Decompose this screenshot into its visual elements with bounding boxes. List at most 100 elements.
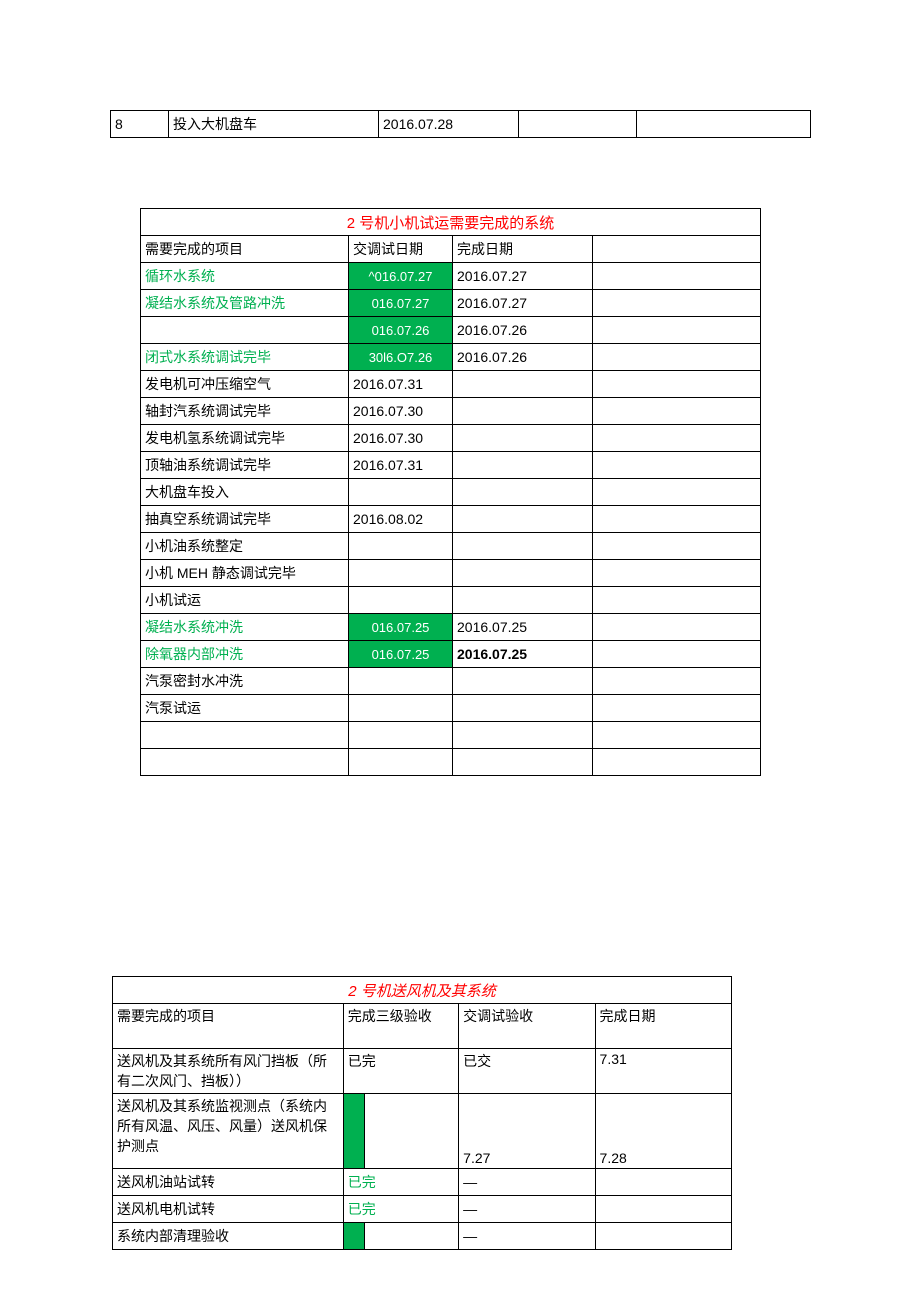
cell-plan-date: 30l6.O7.26 xyxy=(349,344,453,371)
cell-done-date xyxy=(453,479,593,506)
cell-item: 除氧器内部冲洗 xyxy=(141,641,349,668)
cell-done-date xyxy=(453,506,593,533)
cell-empty xyxy=(593,479,761,506)
cell-empty xyxy=(593,344,761,371)
cell-done-date: 2016.07.26 xyxy=(453,344,593,371)
cell-item xyxy=(141,317,349,344)
table-row: 小机油系统整定 xyxy=(141,533,761,560)
cell-done-date xyxy=(453,371,593,398)
cell-done-date xyxy=(453,533,593,560)
table-row: 凝结水系统及管路冲洗016.07.272016.07.27 xyxy=(141,290,761,317)
table-row: 发电机氢系统调试完毕2016.07.30 xyxy=(141,425,761,452)
cell-item: 汽泵密封水冲洗 xyxy=(141,668,349,695)
cell-item: 系统内部清理验收 xyxy=(113,1223,344,1250)
cell-empty xyxy=(593,641,761,668)
cell-accept: — xyxy=(459,1196,595,1223)
table-row: 除氧器内部冲洗016.07.252016.07.25 xyxy=(141,641,761,668)
cell-item: 闭式水系统调试完毕 xyxy=(141,344,349,371)
cell-plan-date: 2016.08.02 xyxy=(349,506,453,533)
cell-done-date xyxy=(595,1223,731,1250)
cell-done-date: 2016.07.25 xyxy=(453,641,593,668)
table-row: 系统内部清理验收 — xyxy=(113,1223,732,1250)
cell-status-block xyxy=(343,1223,364,1250)
table-row: 发电机可冲压缩空气2016.07.31 xyxy=(141,371,761,398)
cell-item: 汽泵试运 xyxy=(141,695,349,722)
cell-accept: — xyxy=(459,1223,595,1250)
cell-item: 小机试运 xyxy=(141,587,349,614)
cell-plan-date: 016.07.25 xyxy=(349,614,453,641)
cell-done-date: 2016.07.27 xyxy=(453,263,593,290)
cell-status xyxy=(364,1094,458,1169)
table-row: 送风机电机试转已完— xyxy=(113,1196,732,1223)
table-row: 汽泵试运 xyxy=(141,695,761,722)
cell-plan-date: 2016.07.30 xyxy=(349,398,453,425)
cell-plan-date: 016.07.26 xyxy=(349,317,453,344)
systems-table: 2 号机小机试运需要完成的系统 需要完成的项目 交调试日期 完成日期 循环水系统… xyxy=(140,208,761,776)
table-row: 汽泵密封水冲洗 xyxy=(141,668,761,695)
cell-done-date xyxy=(453,587,593,614)
table-row: 抽真空系统调试完毕2016.08.02 xyxy=(141,506,761,533)
cell-item xyxy=(141,722,349,749)
col-header: 完成三级验收 xyxy=(343,1004,458,1049)
cell-item: 发电机可冲压缩空气 xyxy=(141,371,349,398)
cell-done-date: 2016.07.25 xyxy=(453,614,593,641)
table-row: 大机盘车投入 xyxy=(141,479,761,506)
cell-plan-date xyxy=(349,668,453,695)
cell-item: 投入大机盘车 xyxy=(169,111,379,138)
cell-item: 小机 MEH 静态调试完毕 xyxy=(141,560,349,587)
cell-accept: 7.27 xyxy=(459,1094,595,1169)
cell-empty xyxy=(593,749,761,776)
cell-plan-date: 016.07.27 xyxy=(349,290,453,317)
cell-item: 大机盘车投入 xyxy=(141,479,349,506)
table-row: 凝结水系统冲洗016.07.252016.07.25 xyxy=(141,614,761,641)
col-header: 需要完成的项目 xyxy=(141,236,349,263)
cell-empty xyxy=(593,317,761,344)
cell-item: 顶轴油系统调试完毕 xyxy=(141,452,349,479)
cell-empty xyxy=(593,506,761,533)
col-header: 交调试验收 xyxy=(459,1004,595,1049)
cell-empty xyxy=(593,722,761,749)
cell-empty xyxy=(593,695,761,722)
cell-plan-date xyxy=(349,722,453,749)
col-header: 需要完成的项目 xyxy=(113,1004,344,1049)
table-row: 循环水系统^016.07.272016.07.27 xyxy=(141,263,761,290)
col-header: 完成日期 xyxy=(453,236,593,263)
cell-plan-date: 2016.07.31 xyxy=(349,371,453,398)
table-header-row: 需要完成的项目 交调试日期 完成日期 xyxy=(141,236,761,263)
cell-empty xyxy=(593,533,761,560)
cell-item: 发电机氢系统调试完毕 xyxy=(141,425,349,452)
cell-status xyxy=(364,1223,458,1250)
cell-empty xyxy=(593,560,761,587)
cell-item: 送风机电机试转 xyxy=(113,1196,344,1223)
col-header xyxy=(593,236,761,263)
col-header: 完成日期 xyxy=(595,1004,731,1049)
cell-date: 2016.07.28 xyxy=(379,111,519,138)
cell-plan-date xyxy=(349,533,453,560)
table-row: 送风机及其系统所有风门挡板（所有二次风门、挡板））已完已交7.31 xyxy=(113,1049,732,1094)
cell-item: 凝结水系统冲洗 xyxy=(141,614,349,641)
cell-plan-date: 2016.07.30 xyxy=(349,425,453,452)
cell-item: 凝结水系统及管路冲洗 xyxy=(141,290,349,317)
cell-item: 送风机油站试转 xyxy=(113,1169,344,1196)
cell-item: 轴封汽系统调试完毕 xyxy=(141,398,349,425)
cell-item: 送风机及其系统监视测点（系统内所有风温、风压、风量）送风机保护测点 xyxy=(113,1094,344,1169)
table-title-row: 2 号机小机试运需要完成的系统 xyxy=(141,209,761,236)
cell-status: 已完 xyxy=(343,1049,458,1094)
cell-empty xyxy=(519,111,637,138)
table-row: 小机 MEH 静态调试完毕 xyxy=(141,560,761,587)
cell-status-block xyxy=(343,1094,364,1169)
cell-done-date xyxy=(595,1169,731,1196)
cell-done-date xyxy=(453,560,593,587)
cell-plan-date: ^016.07.27 xyxy=(349,263,453,290)
cell-done-date xyxy=(453,452,593,479)
fragment-table: 8 投入大机盘车 2016.07.28 xyxy=(110,110,811,138)
table-row xyxy=(141,749,761,776)
col-header: 交调试日期 xyxy=(349,236,453,263)
cell-plan-date: 2016.07.31 xyxy=(349,452,453,479)
cell-plan-date xyxy=(349,560,453,587)
table-header-row: 需要完成的项目 完成三级验收 交调试验收 完成日期 xyxy=(113,1004,732,1049)
cell-done-date: 7.28 xyxy=(595,1094,731,1169)
table-row: 闭式水系统调试完毕30l6.O7.262016.07.26 xyxy=(141,344,761,371)
cell-done-date xyxy=(453,668,593,695)
fan-system-table: 2 号机送风机及其系统 需要完成的项目 完成三级验收 交调试验收 完成日期 送风… xyxy=(112,976,732,1250)
